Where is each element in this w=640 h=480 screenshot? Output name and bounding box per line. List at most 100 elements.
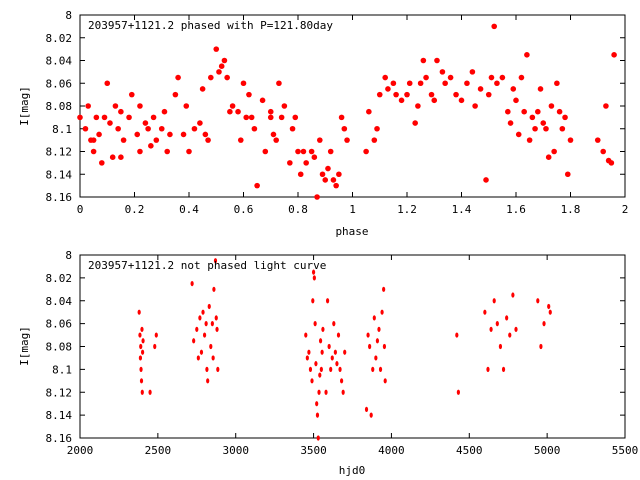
data-point	[483, 177, 489, 183]
data-point	[341, 389, 345, 395]
data-point	[213, 258, 218, 264]
data-point	[118, 108, 124, 115]
data-point	[317, 137, 323, 143]
y-tick-label: 8.14	[46, 409, 73, 422]
data-point	[273, 137, 280, 143]
data-point	[336, 332, 341, 338]
data-point	[325, 165, 331, 172]
x-tick-label: 0	[77, 203, 84, 216]
x-tick-label: 5500	[612, 444, 639, 457]
data-point	[505, 315, 509, 321]
data-point	[600, 148, 606, 155]
data-point	[488, 74, 495, 81]
data-point	[329, 366, 333, 372]
data-point	[308, 366, 313, 372]
data-point	[259, 97, 266, 104]
data-point	[85, 103, 91, 109]
data-point	[205, 366, 209, 372]
plot-frame	[79, 254, 626, 439]
unphased-light-curve-panel: 2000 2500 3000 3500 4000 4500 5000 5500 8 8.02 8.0…	[18, 249, 638, 477]
data-point	[611, 52, 617, 58]
data-point	[486, 366, 490, 372]
data-point	[543, 125, 549, 132]
x-tick-label: 3000	[222, 444, 249, 457]
data-point	[212, 286, 216, 292]
data-point	[319, 171, 326, 178]
data-point	[315, 401, 319, 407]
data-point	[510, 86, 517, 92]
data-point	[338, 114, 345, 121]
data-point	[198, 315, 202, 321]
data-point	[603, 103, 609, 109]
y-tick-label: 8.08	[46, 100, 73, 113]
data-point	[548, 103, 555, 109]
data-point	[564, 171, 571, 178]
data-point	[318, 338, 323, 344]
y-tick-label: 8.02	[46, 272, 73, 285]
x-tick-label: 5000	[534, 444, 561, 457]
x-tick-label: 4000	[378, 444, 405, 457]
data-point	[311, 298, 315, 304]
data-point	[556, 108, 563, 115]
data-point	[532, 125, 538, 132]
data-point	[303, 160, 309, 166]
x-tick-label: 0.6	[234, 203, 254, 216]
data-point	[319, 366, 323, 372]
data-point	[195, 326, 199, 332]
x-tick-label: 2500	[145, 444, 172, 457]
data-point	[216, 69, 222, 75]
data-point	[320, 349, 324, 355]
data-point	[208, 74, 214, 81]
data-point	[262, 148, 269, 155]
x-tick-label: 0.4	[179, 203, 199, 216]
y-tick-label: 8.1	[52, 363, 72, 376]
data-point	[153, 137, 160, 143]
data-point	[93, 114, 100, 121]
phased-light-curve-panel: 0 0.2 0.4 0.6 0.8 1 1.2 1.4 1.6 1.8 2 8 8.02 8.04 8.06…	[18, 9, 628, 238]
x-tick-label: 1.6	[506, 203, 526, 216]
data-point	[404, 91, 410, 98]
data-point	[316, 435, 320, 441]
data-point	[281, 103, 288, 109]
data-point	[289, 125, 296, 132]
y-tick-label: 8.06	[46, 318, 73, 331]
data-point	[406, 80, 413, 87]
data-point	[190, 280, 194, 287]
data-point	[158, 125, 165, 132]
data-point	[139, 343, 143, 350]
data-point	[524, 52, 530, 58]
data-point	[305, 355, 309, 361]
data-point	[376, 91, 383, 98]
data-point	[295, 148, 301, 155]
data-point	[191, 125, 198, 132]
data-point	[140, 349, 145, 355]
data-point	[216, 366, 220, 372]
data-point	[311, 154, 318, 160]
data-point	[153, 343, 157, 350]
data-point	[368, 343, 372, 350]
data-point	[547, 303, 551, 310]
data-point	[495, 321, 499, 327]
data-point	[477, 86, 484, 92]
data-point	[567, 137, 574, 143]
y-tick-label: 8.16	[46, 191, 73, 204]
data-point	[307, 349, 311, 355]
data-point	[521, 108, 527, 115]
data-point	[554, 80, 560, 87]
data-point	[141, 338, 145, 344]
data-point	[340, 378, 344, 384]
data-point	[202, 332, 207, 338]
data-point	[380, 309, 384, 315]
data-point	[140, 389, 144, 395]
data-point	[300, 148, 307, 155]
data-point	[378, 366, 383, 372]
data-point	[206, 378, 210, 384]
y-tick-label: 8.08	[46, 341, 73, 354]
data-point	[154, 332, 158, 338]
data-point	[137, 309, 141, 315]
data-point	[304, 332, 308, 338]
data-point	[485, 91, 492, 98]
data-point	[140, 326, 144, 332]
y-axis-label: I[mag]	[18, 86, 31, 126]
data-point	[545, 154, 552, 160]
